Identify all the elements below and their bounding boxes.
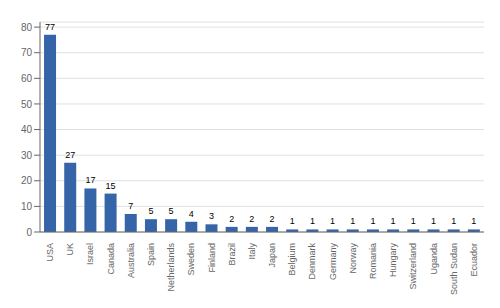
svg-text:Romania: Romania	[368, 243, 378, 279]
svg-text:70: 70	[21, 47, 33, 58]
svg-text:4: 4	[189, 209, 194, 219]
svg-text:50: 50	[21, 99, 33, 110]
svg-text:1: 1	[391, 216, 396, 226]
svg-text:Switzerland: Switzerland	[408, 243, 418, 290]
svg-text:0: 0	[26, 227, 32, 238]
svg-text:UK: UK	[65, 243, 75, 256]
svg-text:1: 1	[411, 216, 416, 226]
svg-text:2: 2	[229, 214, 234, 224]
svg-text:USA: USA	[45, 243, 55, 262]
svg-text:2: 2	[270, 214, 275, 224]
svg-text:Netherlands: Netherlands	[166, 243, 176, 292]
svg-text:1: 1	[350, 216, 355, 226]
svg-text:60: 60	[21, 73, 33, 84]
svg-text:7: 7	[128, 201, 133, 211]
svg-text:1: 1	[290, 216, 295, 226]
svg-text:1: 1	[471, 216, 476, 226]
svg-text:1: 1	[370, 216, 375, 226]
svg-text:Italy: Italy	[247, 243, 257, 260]
svg-text:South Sudan: South Sudan	[449, 243, 459, 295]
svg-text:5: 5	[169, 206, 174, 216]
svg-text:5: 5	[148, 206, 153, 216]
svg-text:Sweden: Sweden	[186, 243, 196, 276]
svg-text:Australia: Australia	[126, 243, 136, 278]
svg-text:77: 77	[45, 22, 55, 32]
svg-text:1: 1	[431, 216, 436, 226]
svg-text:17: 17	[85, 175, 95, 185]
svg-text:Spain: Spain	[146, 243, 156, 266]
svg-text:3: 3	[209, 211, 214, 221]
svg-text:80: 80	[21, 22, 33, 33]
svg-text:Hungary: Hungary	[388, 243, 398, 278]
svg-text:30: 30	[21, 150, 33, 161]
svg-text:2: 2	[249, 214, 254, 224]
svg-text:Finland: Finland	[207, 243, 217, 273]
svg-text:15: 15	[106, 181, 116, 191]
svg-text:20: 20	[21, 175, 33, 186]
svg-text:Brazil: Brazil	[227, 243, 237, 266]
svg-text:10: 10	[21, 201, 33, 212]
svg-text:27: 27	[65, 150, 75, 160]
svg-text:Ecuador: Ecuador	[469, 243, 479, 277]
svg-text:1: 1	[310, 216, 315, 226]
svg-text:Germany: Germany	[328, 243, 338, 281]
svg-text:Denmark: Denmark	[307, 243, 317, 280]
svg-text:1: 1	[451, 216, 456, 226]
svg-text:Japan: Japan	[267, 243, 277, 268]
svg-text:Canada: Canada	[106, 243, 116, 275]
svg-text:Uganda: Uganda	[429, 243, 439, 275]
svg-text:1: 1	[330, 216, 335, 226]
svg-text:Israel: Israel	[85, 243, 95, 265]
svg-text:40: 40	[21, 124, 33, 135]
svg-text:Norway: Norway	[348, 243, 358, 274]
svg-text:Belgium: Belgium	[287, 243, 297, 276]
